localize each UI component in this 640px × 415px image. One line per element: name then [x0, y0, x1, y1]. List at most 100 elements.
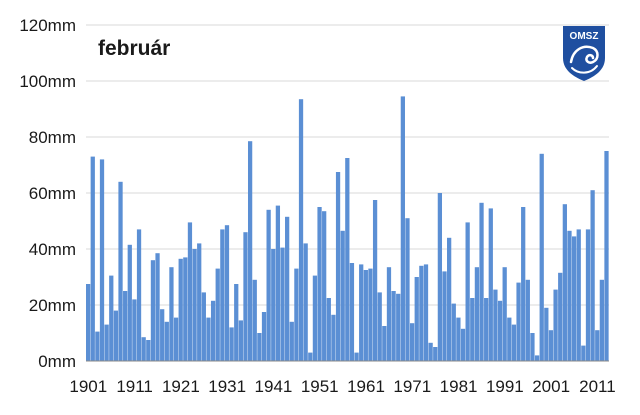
bar-1928 [210, 300, 216, 361]
bar-1960 [359, 264, 364, 361]
bar-1998 [534, 355, 540, 361]
bar-1934 [238, 320, 243, 361]
bar-1901 [86, 284, 91, 361]
bar-1924 [192, 249, 197, 361]
bar-1971 [409, 323, 415, 361]
bar-1939 [261, 312, 267, 361]
bar-1986 [479, 202, 484, 361]
bar-1949 [308, 352, 313, 361]
bar-1993 [511, 324, 517, 361]
bar-1942 [275, 205, 281, 361]
bar-1975 [428, 342, 433, 361]
bar-2000 [544, 307, 549, 361]
x-tick-label: 1931 [208, 377, 246, 396]
bar-2004 [562, 204, 567, 361]
y-tick-label: 60mm [29, 184, 76, 203]
bar-2011 [595, 330, 600, 361]
bar-1964 [377, 292, 382, 361]
wave-icon-lower [571, 65, 598, 74]
bar-1930 [220, 229, 225, 361]
bar-2005 [567, 230, 572, 361]
bar-1955 [335, 172, 341, 361]
bar-1920 [173, 317, 179, 361]
bar-1992 [507, 317, 512, 361]
bar-1922 [183, 257, 188, 361]
bar-1977 [437, 193, 443, 361]
x-tick-label: 1961 [347, 377, 385, 396]
bar-1927 [206, 317, 211, 361]
bar-1953 [326, 298, 331, 361]
x-tick-label: 1941 [255, 377, 293, 396]
bar-1946 [294, 268, 299, 361]
bar-1941 [271, 249, 276, 361]
bar-1929 [215, 268, 220, 361]
bar-2007 [576, 229, 581, 361]
bar-2009 [585, 229, 591, 361]
bar-1908 [118, 181, 123, 361]
x-tick-label: 1951 [301, 377, 339, 396]
bar-1944 [285, 216, 290, 361]
bar-1917 [160, 309, 165, 361]
y-tick-label: 0mm [38, 352, 76, 371]
bar-2006 [571, 236, 577, 361]
bar-1982 [460, 328, 466, 361]
bar-2010 [590, 190, 595, 361]
bar-1923 [187, 222, 193, 361]
bar-1914 [146, 340, 151, 361]
bar-1938 [257, 333, 262, 361]
x-tick-label: 1921 [162, 377, 200, 396]
bar-1968 [396, 293, 401, 361]
bar-1962 [368, 268, 373, 361]
bar-2008 [581, 345, 586, 361]
bar-1970 [405, 218, 410, 361]
bar-1913 [141, 337, 146, 361]
bar-1951 [317, 207, 322, 361]
x-axis-ticks: 1901 1911 1921 1931 1941 1951 1961 1971 1981 1991… [69, 377, 615, 396]
bar-2001 [548, 330, 554, 361]
bar-1940 [266, 209, 271, 361]
bar-1921 [178, 258, 183, 361]
y-tick-label: 120mm [19, 16, 76, 35]
bar-1935 [243, 232, 248, 361]
bar-1936 [247, 141, 253, 361]
bar-1910 [127, 244, 132, 361]
bar-1903 [95, 331, 100, 361]
bar-1981 [456, 317, 461, 361]
bar-1958 [349, 263, 355, 361]
bar-1989 [493, 289, 498, 361]
bar-1959 [354, 352, 359, 361]
bar-1916 [155, 253, 160, 361]
y-tick-label: 80mm [29, 128, 76, 147]
bar-1952 [322, 211, 327, 361]
y-axis-ticks: 0mm 20mm 40mm 60mm 80mm 100mm 120mm [19, 16, 76, 371]
bar-1926 [201, 292, 206, 361]
bar-1967 [391, 291, 396, 361]
bar-2003 [558, 272, 563, 361]
bar-1933 [234, 284, 239, 361]
bar-1909 [123, 291, 128, 361]
bar-1984 [470, 298, 475, 361]
bar-1911 [132, 299, 137, 361]
y-tick-label: 20mm [29, 296, 76, 315]
x-tick-label: 1981 [440, 377, 478, 396]
bar-1961 [363, 270, 368, 361]
bar-2002 [553, 289, 558, 361]
bar-1954 [331, 314, 336, 361]
bar-1999 [539, 153, 544, 361]
bar-1957 [345, 158, 350, 361]
bar-1995 [521, 207, 526, 361]
wave-icon [569, 45, 599, 64]
bar-1925 [197, 243, 202, 361]
bar-1969 [400, 96, 405, 362]
bar-2013 [604, 151, 609, 361]
bar-1966 [386, 267, 392, 361]
bar-1950 [312, 275, 318, 361]
x-tick-label: 1911 [116, 377, 153, 396]
bar-1907 [113, 310, 119, 361]
bar-1915 [150, 260, 156, 361]
bar-1937 [252, 279, 257, 361]
x-tick-label: 1991 [486, 377, 524, 396]
bar-1983 [465, 222, 470, 361]
bar-1945 [289, 321, 294, 361]
